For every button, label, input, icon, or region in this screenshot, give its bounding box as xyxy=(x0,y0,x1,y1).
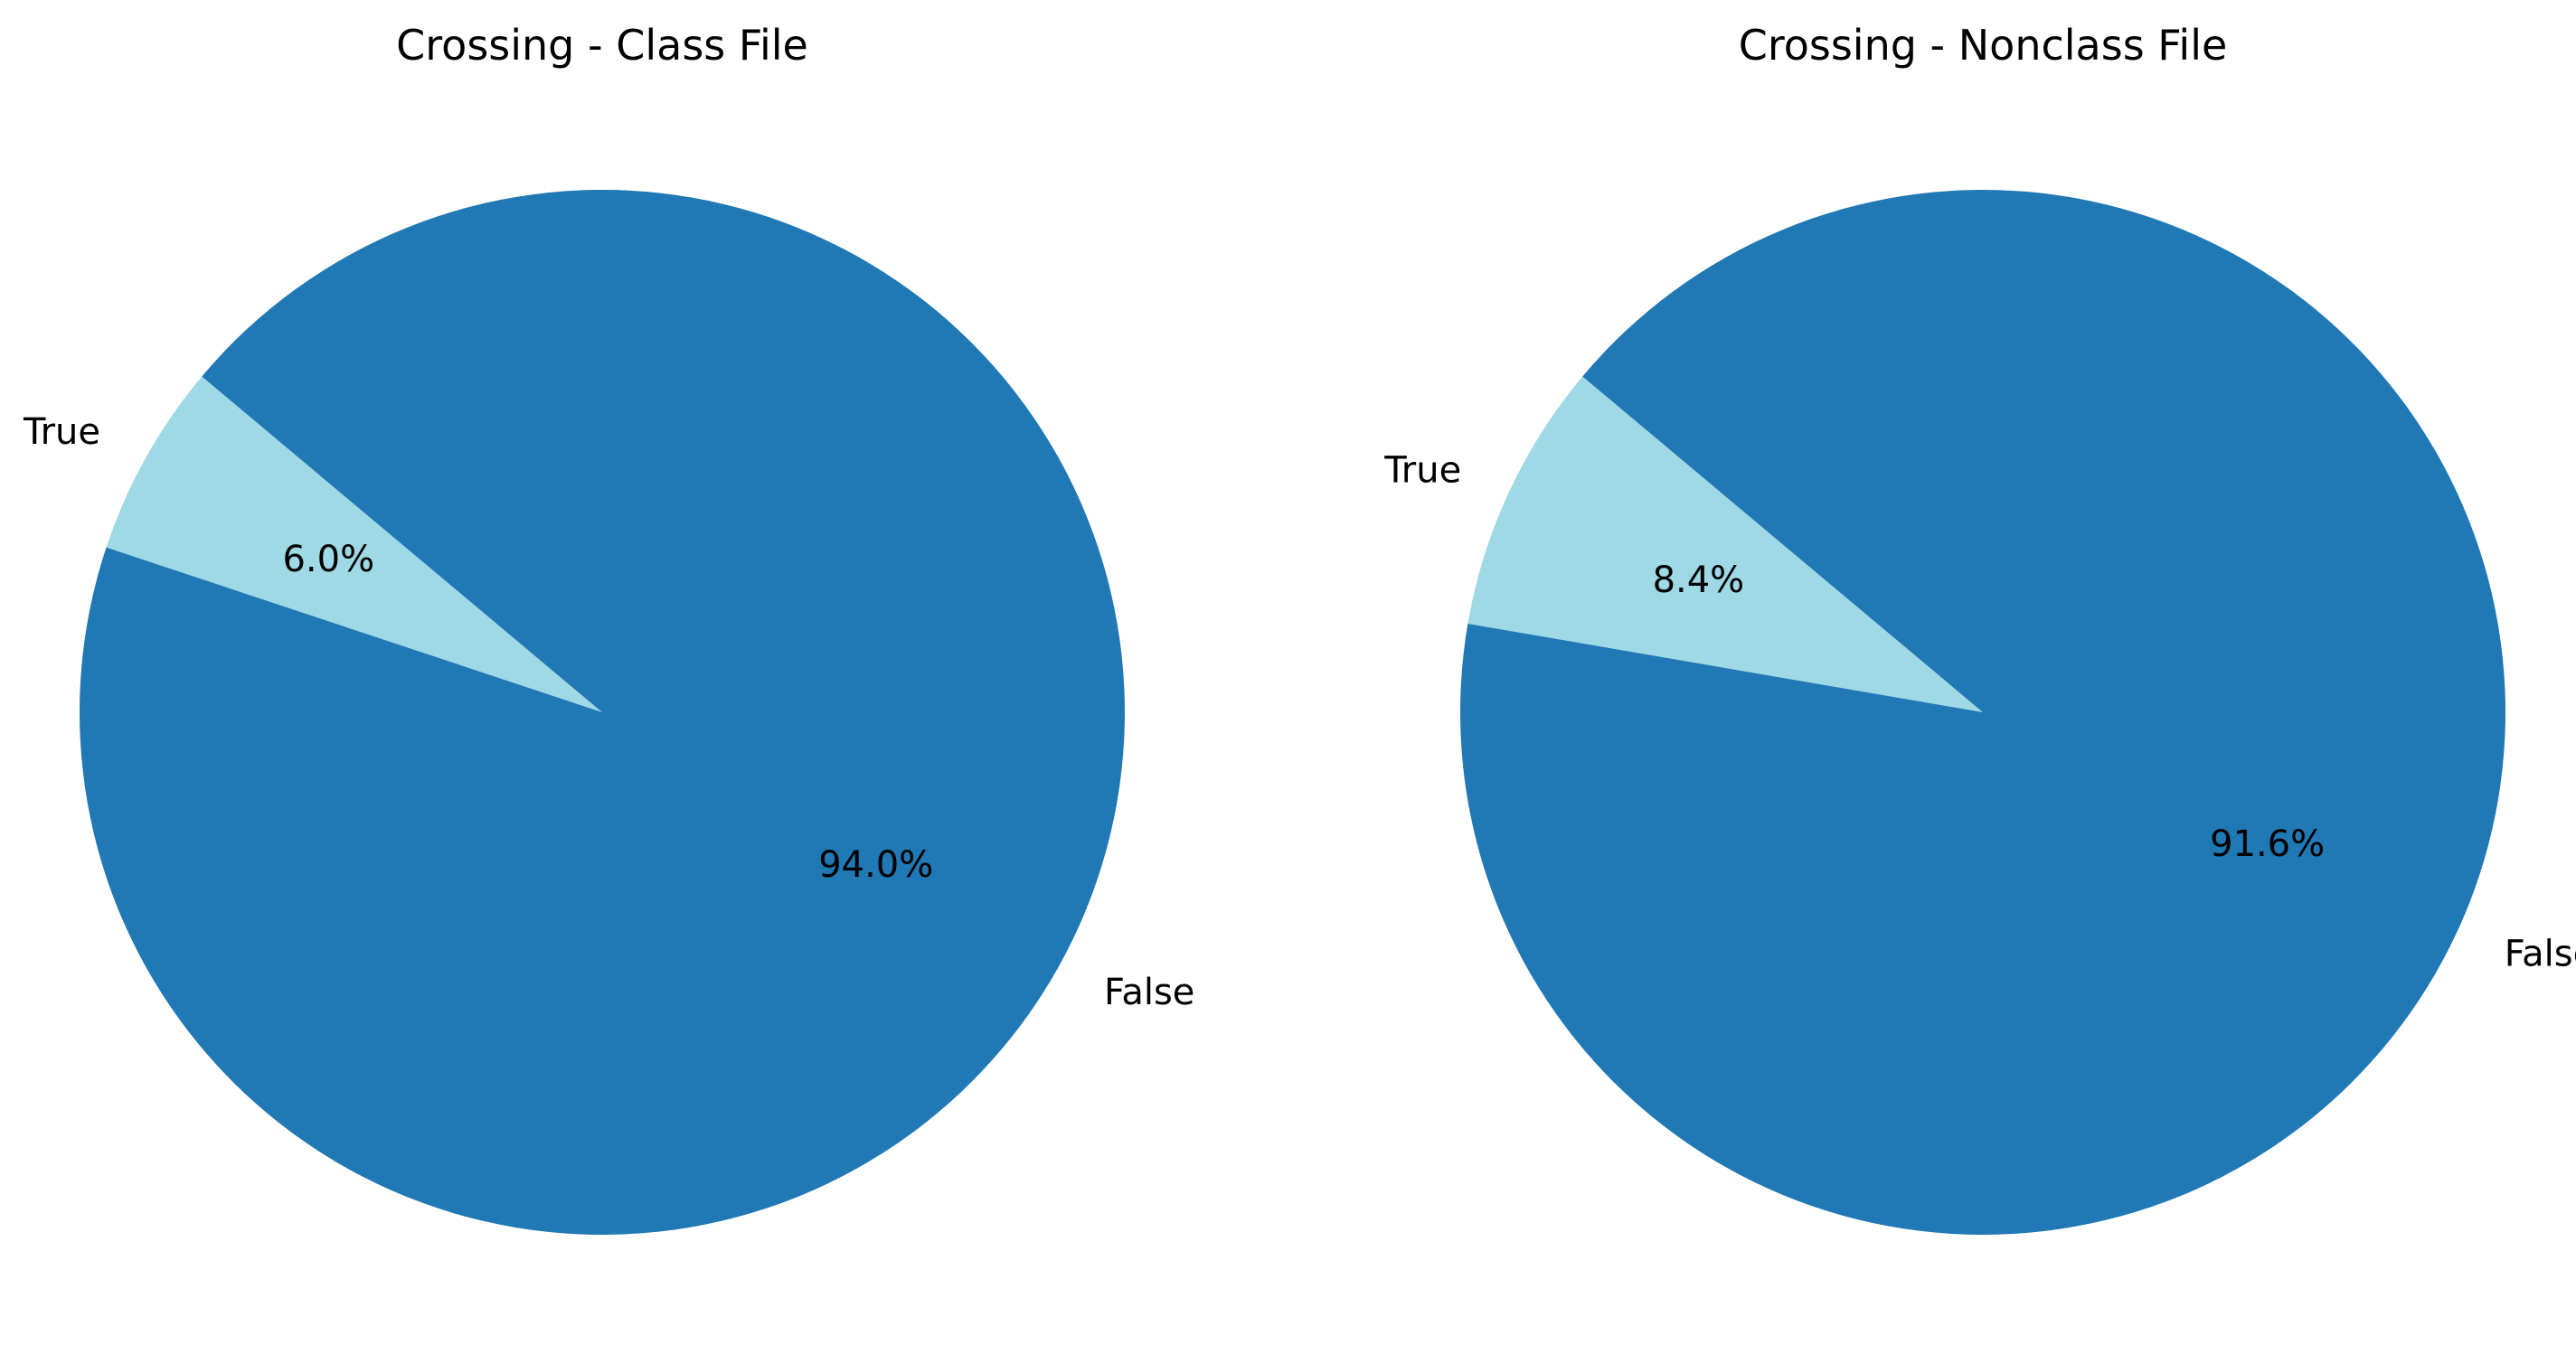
pct-label-false: 94.0% xyxy=(818,844,933,886)
pie-slice-false xyxy=(80,189,1125,1235)
slice-label-false: False xyxy=(1104,972,1194,1013)
pie-chart-nonclass-file: Crossing - Nonclass File True 8.4% False 91… xyxy=(1383,21,2576,1235)
chart-title-nonclass-file: Crossing - Nonclass File xyxy=(1739,21,2228,70)
slice-label-false: False xyxy=(2505,933,2576,974)
pie-slices-nonclass-file: True 8.4% False 91.6% xyxy=(1383,189,2576,1235)
pct-label-true: 6.0% xyxy=(282,539,374,580)
slice-label-true: True xyxy=(23,411,100,453)
pie-slice-true xyxy=(106,376,602,712)
pie-chart-class-file: Crossing - Class File True 6.0% False 94.0% xyxy=(23,21,1194,1235)
pct-label-false: 91.6% xyxy=(2210,823,2325,865)
chart-title-class-file: Crossing - Class File xyxy=(396,21,808,70)
pct-label-true: 8.4% xyxy=(1653,560,1745,601)
slice-label-true: True xyxy=(1383,450,1461,492)
pie-slice-true xyxy=(1467,376,1983,712)
pie-slices-class-file: True 6.0% False 94.0% xyxy=(23,189,1194,1235)
pie-slice-false xyxy=(1460,189,2506,1235)
